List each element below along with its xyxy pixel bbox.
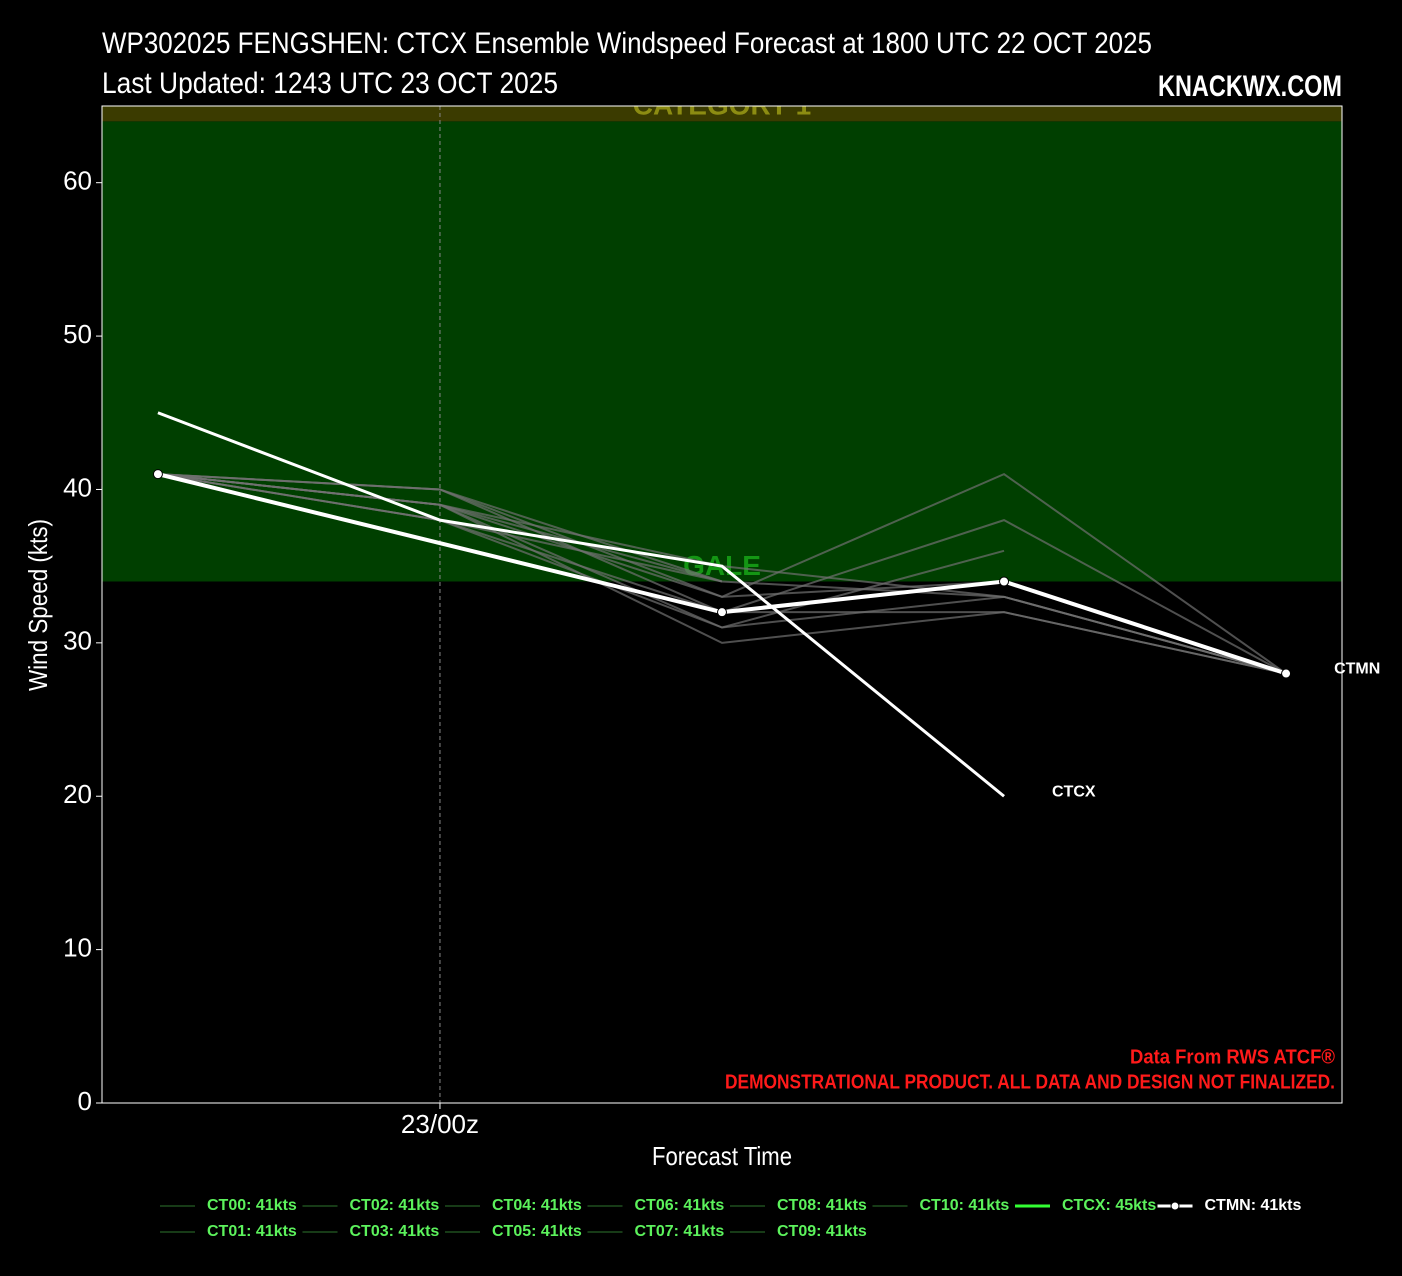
series-line [157,472,1287,676]
y-tick-label: 0 [78,1086,92,1116]
y-tick-label: 40 [63,472,92,502]
point [1281,668,1292,679]
brand: KNACKWX.COM [1158,70,1342,103]
point [999,576,1010,587]
band [102,106,1342,122]
legend-label: CT10: 41kts [920,1197,1010,1214]
end-label: CTMN [1334,661,1380,678]
point [717,607,727,618]
disclaimer: DEMONSTRATIONAL PRODUCT. ALL DATA AND DE… [725,1071,1335,1093]
legend: CT00: 41kts CT01: 41kts CT02: 41kts CT03: 4… [160,1197,1302,1240]
member-line [157,473,723,583]
legend-label: CT07: 41kts [635,1223,725,1240]
legend-label: CT02: 41kts [350,1197,440,1214]
legend-marker [1170,1201,1180,1211]
bands: GALECATEGORY 1 [102,90,1342,582]
legend-label: CT03: 41kts [350,1223,440,1240]
point [152,469,163,480]
band [102,121,1342,582]
x-axis-label: Forecast Time [652,1141,792,1171]
x-tick-label: 23/00z [401,1109,479,1139]
legend-label: CT08: 41kts [777,1197,867,1214]
credit: Data From RWS ATCF® [1130,1046,1335,1068]
y-tick-label: 10 [63,932,92,962]
legend-label: CTMN: 41kts [1205,1197,1302,1214]
y-tick-label: 50 [63,319,92,349]
chart-subtitle: Last Updated: 1243 UTC 23 OCT 2025 [102,67,558,100]
legend-label: CT09: 41kts [777,1223,867,1240]
legend-label: CT00: 41kts [207,1197,297,1214]
legend-label: CT05: 41kts [492,1223,582,1240]
legend-label: CTCX: 45kts [1062,1197,1156,1214]
series-line [157,411,1005,798]
y-tick-label: 30 [63,626,92,656]
y-tick-label: 60 [63,166,92,196]
plot-area [152,106,1292,1103]
legend-label: CT01: 41kts [207,1223,297,1240]
end-label: CTCX [1052,783,1096,800]
y-axis-label: Wind Speed (kts) [23,519,53,691]
band-label: CATEGORY 1 [633,90,811,121]
legend-label: CT04: 41kts [492,1197,582,1214]
plot-frame [101,105,1343,1104]
chart-title: WP302025 FENGSHEN: CTCX Ensemble Windspe… [102,27,1152,60]
y-tick-label: 20 [63,779,92,809]
legend-label: CT06: 41kts [635,1197,725,1214]
